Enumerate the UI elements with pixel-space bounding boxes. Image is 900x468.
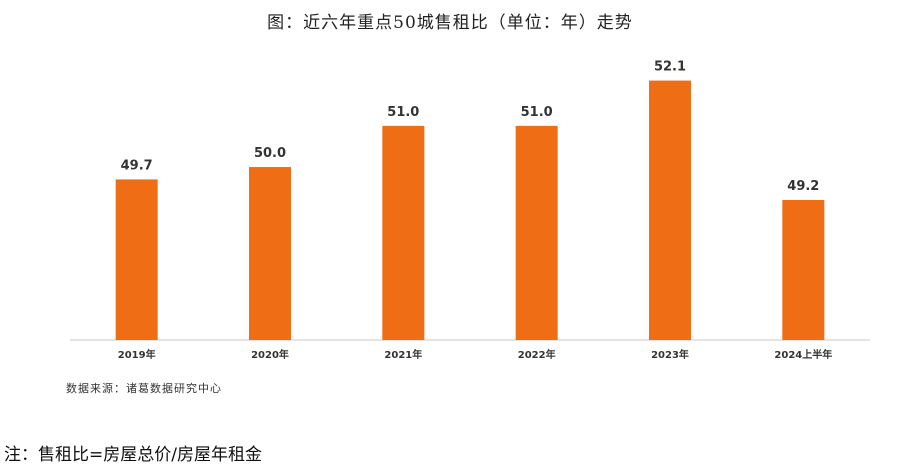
- data-label: 51.0: [521, 105, 553, 120]
- bar: [249, 167, 291, 340]
- data-label: 49.2: [787, 179, 819, 194]
- data-source: 数据来源：诸葛数据研究中心: [66, 382, 222, 395]
- x-tick-label: 2024上半年: [774, 348, 832, 361]
- data-label: 51.0: [387, 105, 419, 120]
- bar: [382, 125, 425, 340]
- footnote: 注：售租比=房屋总价/房屋年租金: [4, 445, 262, 465]
- bar: [515, 125, 558, 340]
- data-label: 49.7: [121, 158, 153, 173]
- x-tick-label: 2021年: [384, 348, 422, 361]
- chart-title: 图：近六年重点50城售租比（单位：年）走势: [267, 13, 633, 33]
- bar: [782, 200, 825, 340]
- data-label: 52.1: [654, 60, 686, 75]
- bar: [115, 179, 158, 340]
- data-label: 50.0: [254, 146, 286, 161]
- bar: [649, 80, 691, 341]
- x-tick-label: 2019年: [118, 348, 156, 361]
- x-tick-label: 2023年: [651, 348, 689, 361]
- x-tick-label: 2020年: [251, 348, 289, 361]
- x-tick-label: 2022年: [518, 348, 556, 361]
